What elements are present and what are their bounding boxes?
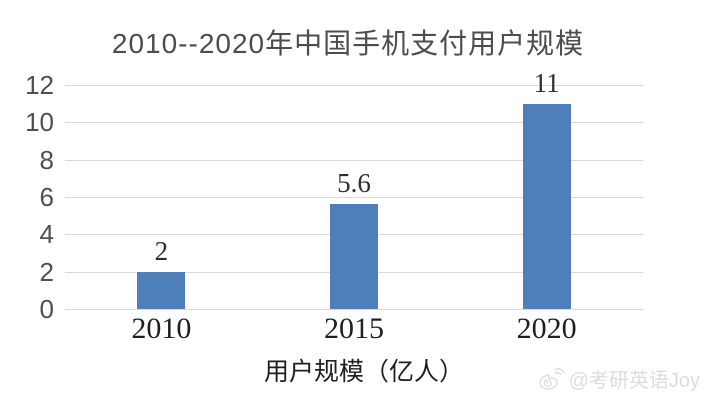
bar-value-label: 5.6 <box>337 168 371 199</box>
x-axis-tick-label: 2010 <box>131 312 192 345</box>
y-axis-tick-label: 6 <box>39 182 54 212</box>
bar-2015 <box>330 204 378 309</box>
gridline <box>65 197 643 198</box>
watermark-text: @考研英语Joy <box>568 370 700 392</box>
y-axis-tick-label: 4 <box>39 219 54 250</box>
chart-title: 2010--2020年中国手机支付用户规模 <box>111 28 585 59</box>
weibo-logo-icon <box>538 367 565 390</box>
y-axis-tick-label: 8 <box>39 144 54 175</box>
gridline <box>65 159 643 161</box>
watermark: @考研英语Joy <box>538 364 700 393</box>
x-axis-tick-label: 2020 <box>516 312 577 345</box>
gridline <box>65 122 643 124</box>
x-axis-title: 用户规模（亿人） <box>263 359 464 386</box>
y-axis-tick-label: 0 <box>39 294 54 324</box>
bar-value-label: 11 <box>533 67 560 98</box>
y-axis-tick-label: 12 <box>25 70 54 100</box>
gridline <box>65 85 643 86</box>
bar-2020 <box>522 103 571 309</box>
gridline <box>65 309 643 310</box>
y-axis-tick-label: 2 <box>39 256 54 287</box>
y-axis-tick-label: 10 <box>25 107 54 138</box>
x-axis-tick-label: 2015 <box>324 312 384 345</box>
bar-value-label: 2 <box>154 235 169 266</box>
bar-2010 <box>137 271 186 309</box>
